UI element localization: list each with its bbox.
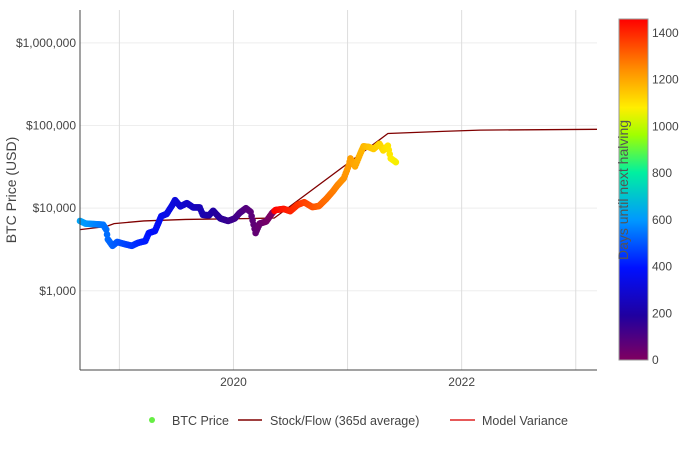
y-tick-label: $1,000,000 (16, 36, 76, 50)
svg-text:Stock/Flow (365d average): Stock/Flow (365d average) (270, 414, 419, 428)
axes: $1,000 $10,000 $100,000 $1,000,000 2020 2022 (16, 10, 597, 389)
btc-price-point (103, 231, 111, 238)
btc-price-series (76, 140, 400, 250)
svg-text:BTC Price: BTC Price (172, 414, 229, 428)
y-axis-title: BTC Price (USD) (3, 137, 19, 244)
y-tick-label: $10,000 (33, 201, 77, 215)
colorbar-tick-label: 1200 (652, 73, 679, 87)
svg-text:Model Variance: Model Variance (482, 414, 568, 428)
btc-price-point (392, 158, 400, 166)
colorbar-tick-label: 1000 (652, 119, 679, 133)
colorbar-ticks: 0 200 400 600 800 1000 1200 1400 (652, 26, 679, 367)
colorbar-tick-label: 1400 (652, 26, 679, 40)
colorbar-tick-label: 0 (652, 353, 659, 367)
legend: BTC Price Stock/Flow (365d average) Mode… (149, 414, 568, 428)
x-tick-label: 2022 (448, 375, 475, 389)
y-tick-label: $100,000 (26, 119, 76, 133)
grid (80, 10, 597, 370)
colorbar-tick-label: 200 (652, 306, 672, 320)
colorbar (618, 18, 649, 361)
x-tick-label: 2020 (220, 375, 247, 389)
btc-price-point (102, 226, 110, 233)
legend-item-btc-price[interactable]: BTC Price (149, 414, 229, 428)
legend-item-stock-flow[interactable]: Stock/Flow (365d average) (238, 414, 419, 428)
y-tick-label: $1,000 (39, 284, 76, 298)
colorbar-title: Days until next halving (615, 120, 631, 260)
colorbar-tick-label: 800 (652, 166, 672, 180)
legend-item-model-variance[interactable]: Model Variance (450, 414, 568, 428)
colorbar-tick-label: 600 (652, 213, 672, 227)
colorbar-tick-label: 400 (652, 260, 672, 274)
